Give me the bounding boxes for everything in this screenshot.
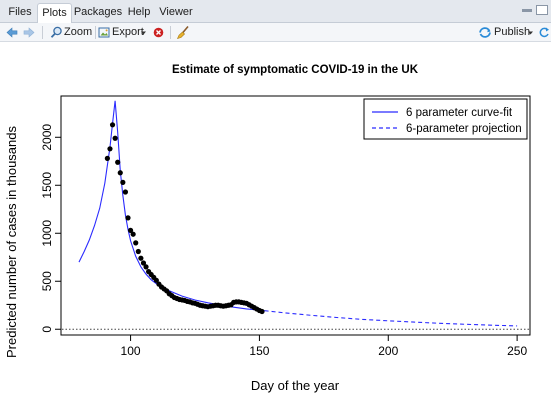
x-axis-label: Day of the year xyxy=(251,378,340,393)
toolbar-separator xyxy=(170,26,171,39)
clear-all-plots-button[interactable] xyxy=(176,24,190,41)
remove-plot-button[interactable] xyxy=(152,24,165,41)
y-tick-label: 0 xyxy=(40,326,54,333)
export-label: Export xyxy=(112,26,144,38)
data-point xyxy=(109,122,116,128)
data-point xyxy=(138,255,144,261)
legend: 6 parameter curve-fit 6-parameter project… xyxy=(363,98,528,140)
data-point xyxy=(143,264,149,270)
publish-label: Publish xyxy=(494,26,531,38)
data-point xyxy=(117,170,123,176)
data-point xyxy=(153,277,159,283)
refresh-button[interactable] xyxy=(538,24,550,41)
chevron-down-icon xyxy=(528,31,533,35)
back-button[interactable] xyxy=(5,24,19,41)
x-tick-label: 150 xyxy=(249,344,269,358)
tab-plots[interactable]: Plots xyxy=(37,3,72,24)
data-point xyxy=(135,248,141,255)
x-tick-label: 100 xyxy=(121,344,141,358)
legend-box xyxy=(363,98,528,140)
data-point xyxy=(125,215,131,221)
chevron-down-icon xyxy=(141,31,146,35)
data-point xyxy=(107,146,113,152)
data-point xyxy=(115,159,121,165)
data-point xyxy=(127,227,134,233)
data-point xyxy=(120,179,126,185)
maximize-pane-icon[interactable] xyxy=(536,5,548,15)
data-point xyxy=(130,231,136,237)
tab-packages[interactable]: Packages xyxy=(73,6,123,18)
data-point xyxy=(122,189,129,195)
plots-toolbar: Zoom Export Publish xyxy=(0,23,551,42)
export-menu-button[interactable]: Export xyxy=(98,24,148,41)
chart-title: Estimate of symptomatic COVID-19 in the … xyxy=(172,64,419,76)
plot-viewer: Estimate of symptomatic COVID-19 in the … xyxy=(0,43,551,405)
data-point xyxy=(259,308,265,315)
y-tick-label: 500 xyxy=(40,271,54,291)
y-axis-label: Predicted number of cases in thousands xyxy=(4,126,19,358)
data-point xyxy=(112,135,118,141)
magnifier-icon xyxy=(50,26,62,38)
plot-layer: 100 150 200 250 0 500 1000 1500 2000 xyxy=(40,95,531,358)
arrow-left-icon xyxy=(6,27,18,38)
projection-line xyxy=(264,310,518,327)
remove-plot-icon xyxy=(153,27,164,38)
tab-files[interactable]: Files xyxy=(8,6,32,18)
y-tick-label: 1500 xyxy=(40,172,54,199)
pane-tab-bar: Files Plots Packages Help Viewer xyxy=(0,0,551,24)
y-tick-label: 1000 xyxy=(40,220,54,247)
zoom-label: Zoom xyxy=(64,26,93,38)
export-image-icon xyxy=(98,27,110,38)
x-tick-label: 200 xyxy=(378,344,398,358)
toolbar-separator xyxy=(42,26,43,39)
legend-label: 6-parameter projection xyxy=(406,123,522,135)
data-point xyxy=(140,260,147,266)
zoom-button[interactable]: Zoom xyxy=(50,24,92,41)
minimize-pane-icon[interactable] xyxy=(521,5,533,15)
tab-help[interactable]: Help xyxy=(127,6,151,18)
arrow-right-icon xyxy=(23,27,35,38)
publish-icon xyxy=(479,27,491,38)
publish-menu-button[interactable]: Publish xyxy=(478,24,534,41)
tab-viewer[interactable]: Viewer xyxy=(159,6,193,18)
broom-icon xyxy=(176,25,189,39)
data-point xyxy=(104,155,110,161)
plot-frame xyxy=(60,95,531,336)
refresh-icon xyxy=(539,27,549,38)
y-tick-label: 2000 xyxy=(40,124,54,151)
x-tick-label: 250 xyxy=(507,344,527,358)
legend-label: 6 parameter curve-fit xyxy=(406,107,513,119)
curve-fit-line xyxy=(78,100,265,312)
toolbar-separator xyxy=(95,26,96,39)
forward-button[interactable] xyxy=(22,24,36,41)
data-point xyxy=(133,240,139,246)
covid-estimate-chart: Estimate of symptomatic COVID-19 in the … xyxy=(4,64,531,393)
